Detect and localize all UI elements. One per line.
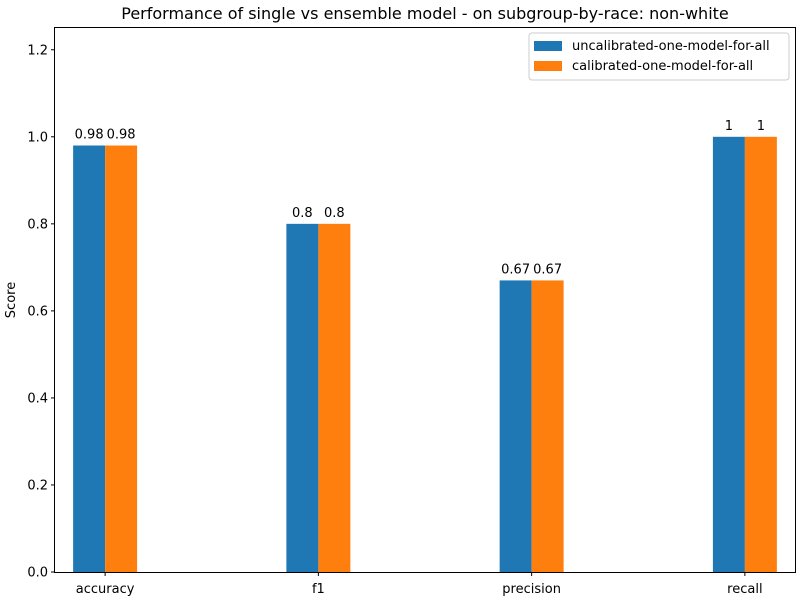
y-axis-label: Score <box>4 282 19 318</box>
bar-value-label: 0.98 <box>75 128 104 143</box>
legend-label-uncalibrated: uncalibrated-one-model-for-all <box>572 39 770 54</box>
y-tick-label: 1.0 <box>27 130 48 145</box>
bar-value-label: 0.67 <box>533 262 562 277</box>
plot-frame <box>54 27 796 573</box>
bars <box>73 136 777 573</box>
bar-value-label: 1 <box>725 119 733 134</box>
x-tick-label: precision <box>502 582 561 597</box>
y-tick-label: 0.2 <box>27 478 48 493</box>
bar-accuracy-series-1 <box>105 145 138 572</box>
y-tick-label: 0.0 <box>27 566 48 581</box>
bar-value-label: 0.67 <box>501 262 530 277</box>
bar-value-label: 0.8 <box>292 206 313 221</box>
legend-box <box>528 32 790 81</box>
x-tick-label: accuracy <box>76 582 135 597</box>
bar-value-label: 0.98 <box>107 128 136 143</box>
bar-f1-series-0 <box>286 223 319 572</box>
bar-value-label: 0.8 <box>324 206 345 221</box>
chart-title: Performance of single vs ensemble model … <box>121 4 729 23</box>
bar-precision-series-0 <box>499 280 532 572</box>
bar-recall-series-1 <box>744 136 777 573</box>
bar-f1-series-1 <box>318 223 351 572</box>
y-tick-label: 1.2 <box>27 43 48 58</box>
legend-label-calibrated: calibrated-one-model-for-all <box>572 59 753 74</box>
y-tick-label: 0.8 <box>27 217 48 232</box>
y-tick-label: 0.4 <box>27 391 48 406</box>
bar-precision-series-1 <box>531 280 564 572</box>
x-tick-label: recall <box>727 582 762 597</box>
legend-swatch-uncalibrated <box>534 41 562 51</box>
x-tick-label: f1 <box>312 582 325 597</box>
bar-recall-series-0 <box>712 136 745 573</box>
bar-value-label: 1 <box>757 119 765 134</box>
bar-accuracy-series-0 <box>73 145 106 572</box>
y-axis-ticks: 0.0 0.2 0.4 0.6 0.8 1.0 1.2 <box>27 43 55 581</box>
x-axis-ticks: accuracy f1 precision recall <box>76 572 763 597</box>
legend: uncalibrated-one-model-for-all calibrate… <box>528 32 790 81</box>
y-tick-label: 0.6 <box>27 304 48 319</box>
bar-labels: 0.98 0.98 0.8 0.8 0.67 0.67 1 1 <box>75 119 765 278</box>
legend-swatch-calibrated <box>534 61 562 71</box>
